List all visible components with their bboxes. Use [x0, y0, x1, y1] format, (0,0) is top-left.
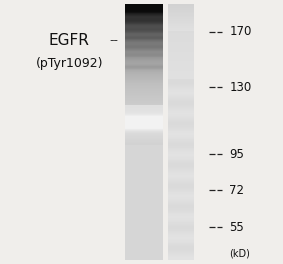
Text: 130: 130	[229, 81, 252, 94]
Text: 55: 55	[229, 220, 244, 234]
Text: 72: 72	[229, 183, 244, 197]
Text: 95: 95	[229, 148, 244, 161]
Text: (pTyr1092): (pTyr1092)	[36, 57, 103, 70]
Text: EGFR: EGFR	[49, 34, 90, 48]
Text: --: --	[109, 34, 118, 48]
Text: (kD): (kD)	[229, 248, 250, 258]
Text: 170: 170	[229, 25, 252, 38]
